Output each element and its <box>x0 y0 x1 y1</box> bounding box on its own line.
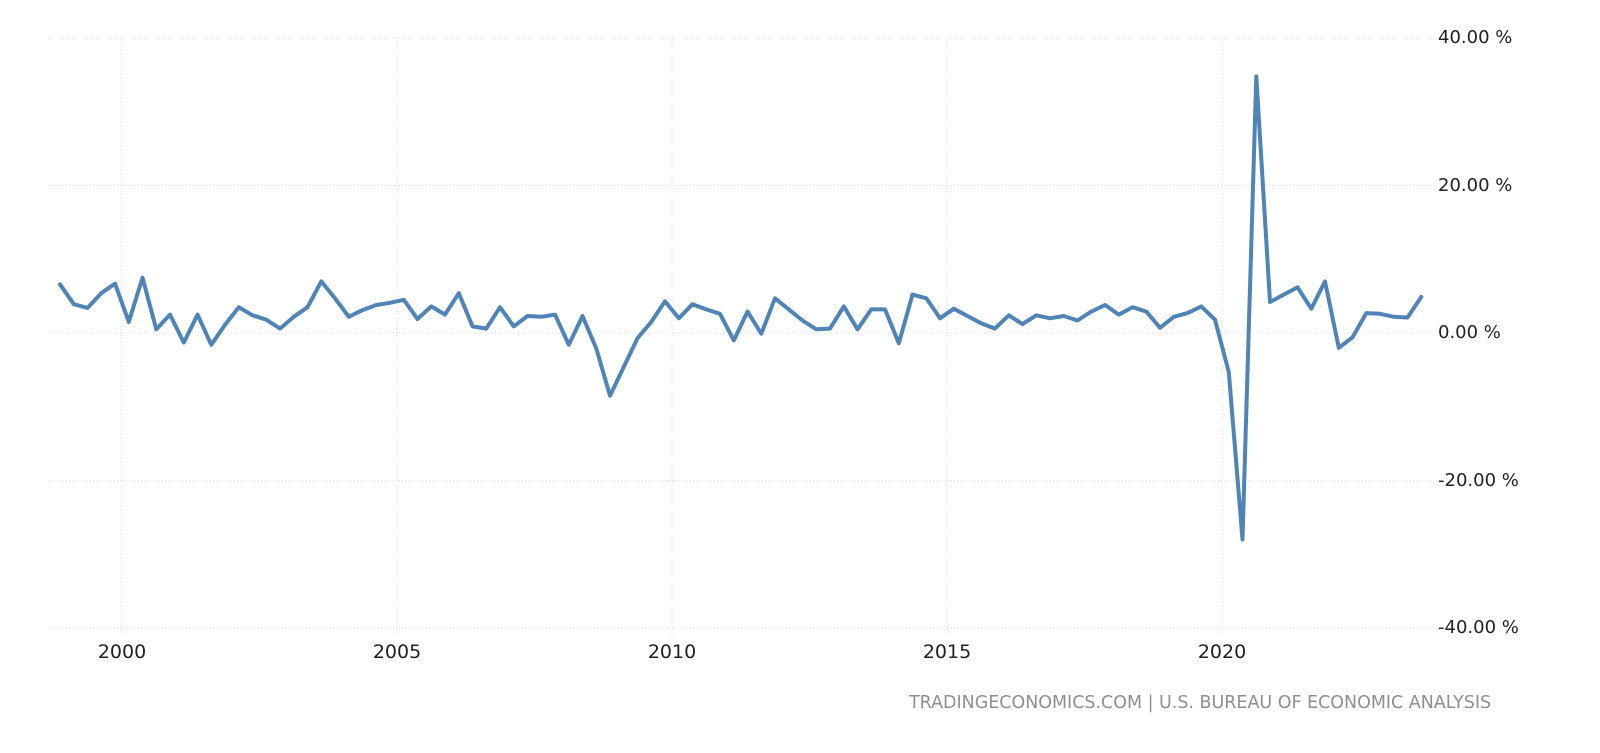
y-axis-tick-label: -20.00 % <box>1438 469 1519 491</box>
gdp-growth-line-series[interactable] <box>58 74 1424 542</box>
y-axis-tick-label: 40.00 % <box>1438 27 1513 48</box>
y-axis-tick-label: 0.00 % <box>1438 322 1501 343</box>
x-axis-tick-label: 2020 <box>1197 641 1247 663</box>
x-axis-tick-label: 2005 <box>372 641 422 663</box>
x-axis-tick-label: 2010 <box>647 641 697 663</box>
y-axis-tick-label: -40.00 % <box>1438 617 1519 638</box>
chart-attribution: TRADINGECONOMICS.COM | U.S. BUREAU OF EC… <box>908 692 1491 713</box>
x-axis-tick-label: 2015 <box>922 641 972 663</box>
y-axis-tick-label: 20.00 % <box>1438 174 1513 196</box>
x-axis-tick-label: 2000 <box>97 641 147 663</box>
